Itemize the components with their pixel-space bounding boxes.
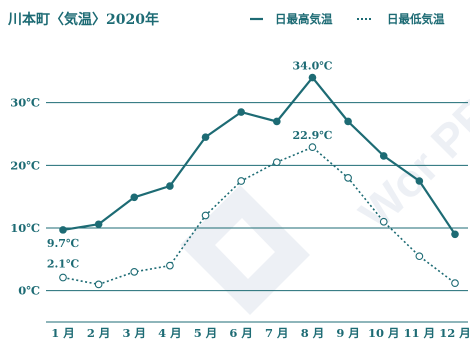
max-temp-point <box>451 230 459 239</box>
max-temp-point <box>130 193 139 202</box>
min-temp-point <box>272 158 281 167</box>
chart-title: 川本町〈気温〉2020年 <box>7 11 159 28</box>
max-temp-point <box>59 226 67 234</box>
max-temp-point <box>237 108 245 116</box>
legend-max-label: 日最高気温 <box>275 12 333 26</box>
x-tick-label: 11 月 <box>404 326 436 340</box>
legend: 日最高気温 日最低気温 <box>250 12 445 26</box>
x-tick-label: 8 月 <box>301 326 325 340</box>
y-tick-label: 30℃ <box>10 96 40 110</box>
data-annotations: 34.0℃ 9.7℃ 22.9℃ 2.1℃ <box>47 60 333 271</box>
max-temp-point <box>201 133 210 141</box>
y-axis-labels: 0℃ 10℃ 20℃ 30℃ <box>10 96 40 298</box>
series-lines <box>62 76 456 286</box>
x-tick-label: 4 月 <box>158 326 182 340</box>
max-temp-point <box>94 220 103 229</box>
x-tick-label: 5 月 <box>194 326 218 340</box>
max-temp-point <box>344 117 352 126</box>
max-temp-point <box>166 182 174 190</box>
legend-min-label: 日最低気温 <box>387 12 445 26</box>
min-temp-point <box>130 268 139 276</box>
x-tick-label: 12 月 <box>439 326 470 340</box>
x-tick-label: 3 月 <box>123 326 147 340</box>
data-label: 9.7℃ <box>47 237 79 250</box>
y-tick-label: 20℃ <box>10 158 40 172</box>
x-axis-labels: 1 月 2 月 3 月 4 月 5 月 6 月 7 月 8 月 9 月 10 月 11 月 12 月 <box>51 326 470 340</box>
watermark: Wor PR <box>180 86 470 315</box>
min-temp-point <box>59 273 67 282</box>
min-temp-point <box>94 280 103 289</box>
y-tick-label: 0℃ <box>18 284 40 298</box>
min-temp-point <box>308 143 317 152</box>
x-tick-label: 6 月 <box>229 326 253 340</box>
data-label: 22.9℃ <box>292 129 332 142</box>
min-temp-line <box>62 146 456 286</box>
max-temp-line <box>62 76 456 235</box>
min-temp-point <box>415 252 424 261</box>
watermark-text: Wor PR <box>349 86 470 240</box>
min-temp-point <box>451 279 459 287</box>
x-tick-label: 1 月 <box>51 326 75 340</box>
x-tick-label: 2 月 <box>87 326 111 340</box>
max-temp-point <box>379 152 388 160</box>
x-tick-label: 7 月 <box>265 326 289 340</box>
max-temp-point <box>415 177 424 185</box>
min-temp-point <box>201 211 210 220</box>
y-tick-label: 10℃ <box>10 221 40 235</box>
x-tick-label: 9 月 <box>336 326 360 340</box>
min-temp-point <box>379 217 388 226</box>
min-temp-point <box>166 261 174 270</box>
max-temp-point <box>308 73 317 82</box>
min-temp-point <box>237 177 246 185</box>
max-temp-point <box>273 117 281 126</box>
data-label: 2.1℃ <box>47 258 79 271</box>
x-tick-label: 10 月 <box>368 326 400 340</box>
min-temp-point <box>344 174 352 182</box>
series-points <box>59 73 459 289</box>
data-label: 34.0℃ <box>292 60 332 73</box>
